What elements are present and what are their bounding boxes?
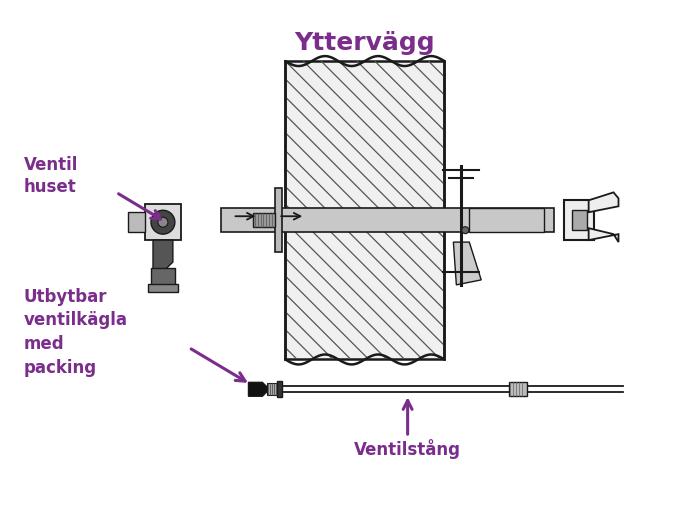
Bar — [564, 200, 593, 240]
Bar — [286, 61, 444, 359]
Circle shape — [158, 217, 168, 227]
Text: Utbytbar
ventilkägla
med
packing: Utbytbar ventilkägla med packing — [24, 288, 128, 376]
Bar — [277, 381, 282, 397]
Text: Yttervägg: Yttervägg — [294, 31, 435, 55]
Polygon shape — [248, 382, 267, 396]
Bar — [221, 209, 554, 232]
Bar — [128, 212, 145, 232]
Bar — [509, 382, 527, 396]
Circle shape — [462, 227, 469, 233]
Bar — [148, 284, 178, 292]
Polygon shape — [153, 240, 173, 270]
Polygon shape — [589, 192, 618, 212]
Polygon shape — [454, 242, 481, 285]
Bar — [151, 268, 175, 286]
Bar — [267, 383, 277, 395]
Bar — [469, 209, 544, 232]
Bar — [275, 188, 282, 252]
Text: Ventil
huset: Ventil huset — [24, 155, 78, 196]
Circle shape — [151, 210, 175, 234]
Bar — [253, 213, 275, 227]
Polygon shape — [589, 228, 618, 242]
Bar — [145, 204, 181, 240]
Text: Ventilstång: Ventilstång — [354, 439, 461, 459]
Bar — [572, 210, 587, 230]
